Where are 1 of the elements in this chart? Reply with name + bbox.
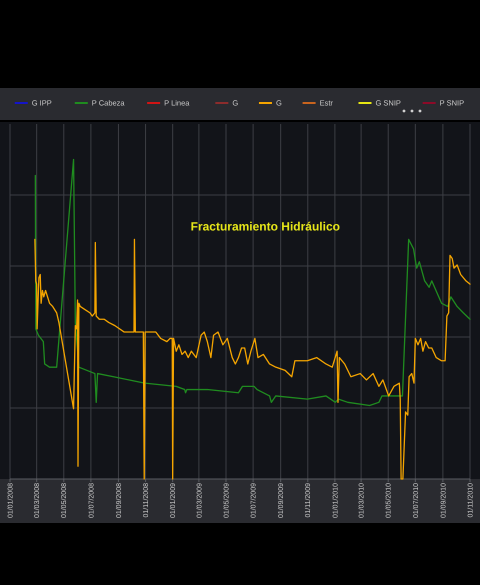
annotation: Fracturamiento Hidráulico	[190, 220, 340, 234]
